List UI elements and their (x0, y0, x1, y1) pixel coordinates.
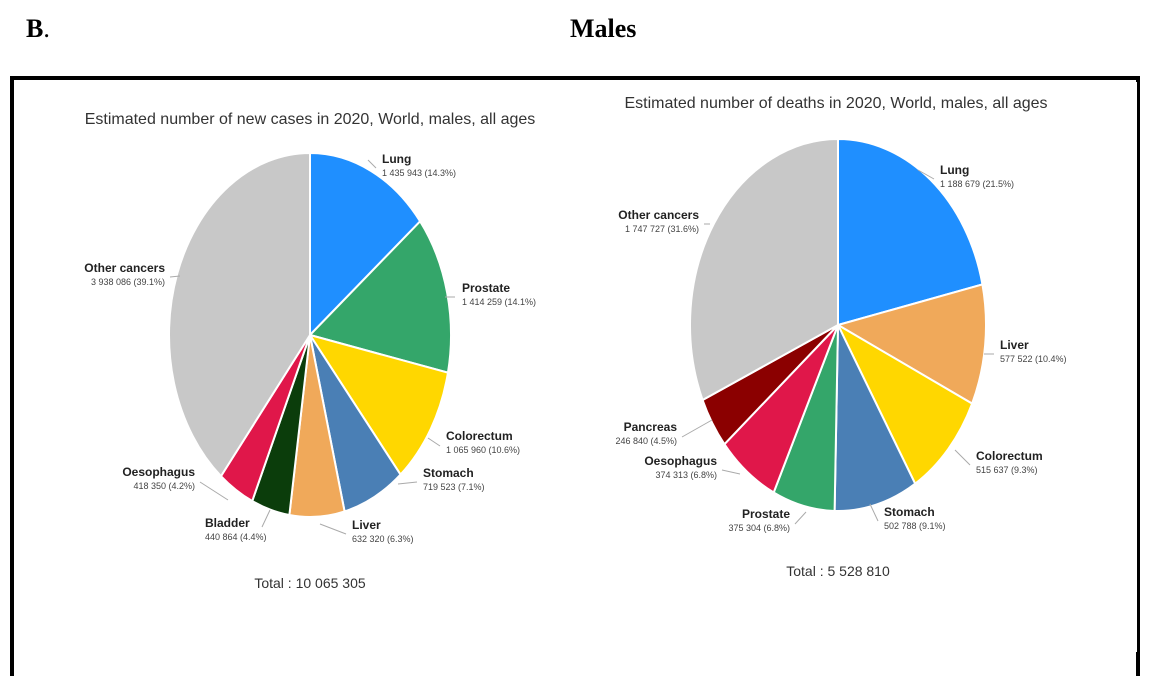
leader-line-stomach (397, 481, 418, 485)
slice-value-liver: 632 320 (6.3%) (352, 534, 414, 544)
leader-line-colorectum (427, 437, 441, 447)
pie-slice-prostate (308, 219, 452, 374)
pie-slice-lung (309, 151, 422, 338)
chart-total: Total : 5 528 810 (786, 563, 890, 579)
leader-line-stomach (869, 503, 879, 522)
slice-value-pancreas: 246 840 (4.5%) (615, 436, 677, 446)
slice-value-prostate: 1 414 259 (14.1%) (462, 297, 536, 307)
slice-name-oesophagus: Oesophagus (122, 465, 195, 479)
chart-title: Estimated number of new cases in 2020, W… (85, 111, 536, 128)
slice-name-lung: Lung (940, 163, 969, 177)
leader-line-prostate (794, 511, 807, 525)
leader-line-oesophagus (199, 481, 229, 501)
pie-slice-stomach (833, 324, 917, 512)
slice-name-prostate: Prostate (462, 281, 510, 295)
slice-value-oesophagus: 374 313 (6.8%) (655, 470, 717, 480)
leader-line-oesophagus (721, 469, 741, 475)
slice-value-oesophagus: 418 350 (4.2%) (133, 481, 195, 491)
chart-total: Total : 10 065 305 (254, 575, 366, 591)
slice-value-other-cancers: 1 747 727 (31.6%) (625, 224, 699, 234)
leader-line-bladder (261, 509, 271, 528)
leader-line-liver (319, 523, 347, 535)
slice-value-stomach: 502 788 (9.1%) (884, 521, 946, 531)
pie-slice-liver (835, 283, 987, 406)
leader-line-pancreas (681, 419, 713, 438)
leader-line-lung (917, 169, 935, 180)
figure-heading: Males (570, 14, 637, 43)
slice-name-other-cancers: Other cancers (618, 208, 699, 222)
slice-value-colorectum: 515 637 (9.3%) (976, 465, 1038, 475)
slice-name-prostate: Prostate (742, 507, 790, 521)
pie-slice-colorectum (835, 322, 974, 486)
leader-line-lung (367, 159, 377, 169)
panel-letter-suffix: . (43, 14, 50, 43)
slice-value-bladder: 440 864 (4.4%) (205, 532, 267, 542)
slice-name-bladder: Bladder (205, 516, 250, 530)
pie-slice-colorectum (307, 333, 450, 477)
pie-chart-2: Estimated number of deaths in 2020, Worl… (577, 82, 1137, 652)
pie-slice-other-cancers (168, 151, 311, 478)
pie-slice-lung (837, 137, 984, 327)
slice-name-colorectum: Colorectum (446, 429, 513, 443)
slice-name-pancreas: Pancreas (624, 420, 678, 434)
leader-line-colorectum (954, 449, 971, 466)
slice-value-liver: 577 522 (10.4%) (1000, 354, 1067, 364)
slice-value-colorectum: 1 065 960 (10.6%) (446, 445, 520, 455)
slice-value-other-cancers: 3 938 086 (39.1%) (91, 277, 165, 287)
slice-name-other-cancers: Other cancers (84, 261, 165, 275)
pie-chart-1: Estimated number of new cases in 2020, W… (22, 88, 577, 623)
chart-title: Estimated number of deaths in 2020, Worl… (624, 95, 1047, 112)
slice-value-stomach: 719 523 (7.1%) (423, 482, 485, 492)
pie-slice-other-cancers (689, 137, 839, 402)
slice-name-stomach: Stomach (423, 466, 474, 480)
slice-name-lung: Lung (382, 152, 411, 166)
panel-letter-text: B (26, 14, 44, 43)
slice-name-oesophagus: Oesophagus (644, 454, 717, 468)
slice-value-lung: 1 188 679 (21.5%) (940, 179, 1014, 189)
slice-name-stomach: Stomach (884, 505, 935, 519)
slice-name-liver: Liver (352, 518, 381, 532)
slice-value-prostate: 375 304 (6.8%) (728, 523, 790, 533)
slice-name-colorectum: Colorectum (976, 449, 1043, 463)
leader-line-other-cancers (169, 275, 181, 278)
panel-letter: B. (26, 14, 50, 44)
slice-name-liver: Liver (1000, 338, 1029, 352)
slice-value-lung: 1 435 943 (14.3%) (382, 168, 456, 178)
